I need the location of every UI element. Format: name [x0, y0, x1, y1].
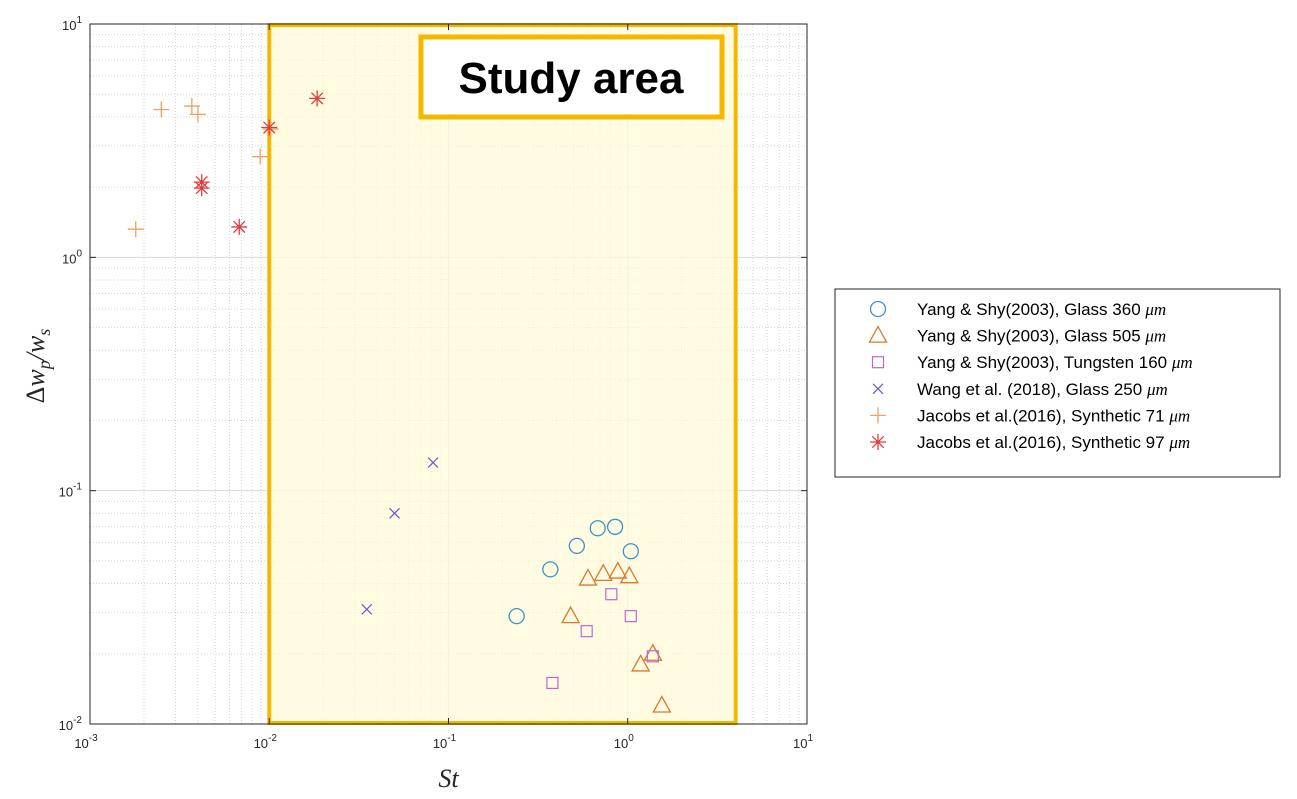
legend-marker-circle: [869, 300, 887, 318]
data-point-asterisk: [261, 119, 278, 136]
series-5: [127, 98, 279, 238]
series-6: [193, 90, 326, 235]
legend: Yang & Shy(2003), Glass 360 μm Yang & Shy…: [834, 288, 1281, 478]
legend-entry: Wang et al. (2018), Glass 250 μm: [872, 380, 1168, 399]
x-tick-label: 10-1: [433, 733, 457, 751]
legend-label: Wang et al. (2018), Glass 250 μm: [917, 380, 1168, 399]
data-point-triangle: [578, 568, 598, 586]
x-axis-label: St: [438, 764, 459, 793]
data-point-plus: [183, 98, 200, 115]
series-4: [361, 457, 439, 615]
y-tick-label: 10-2: [59, 715, 83, 733]
data-point-square: [605, 588, 618, 601]
study-area-region: [267, 23, 738, 725]
data-point-circle: [606, 518, 624, 535]
series-3: [546, 588, 659, 690]
y-axis-label-delta: Δ: [21, 387, 50, 404]
data-markers: [127, 90, 672, 713]
data-point-triangle: [561, 605, 581, 624]
legend-marker-plus: [870, 407, 886, 424]
legend-label: Yang & Shy(2003), Tungsten 160 μm: [917, 353, 1193, 372]
x-tick-label: 10-2: [254, 733, 278, 751]
legend-label: Yang & Shy(2003), Glass 505 μm: [917, 327, 1166, 346]
data-point-square: [624, 610, 637, 623]
data-point-circle: [542, 561, 559, 578]
data-point-circle: [568, 537, 585, 555]
x-tick-label: 101: [793, 733, 813, 751]
y-axis-label-sub2: s: [34, 329, 54, 336]
legend-frame: [834, 288, 1281, 478]
data-point-x: [427, 457, 439, 468]
data-point-triangle: [619, 565, 639, 584]
legend-label: Jacobs et al.(2016), Synthetic 71 μm: [917, 406, 1190, 425]
study-area-label-box: Study area: [418, 34, 725, 120]
data-point-asterisk: [193, 180, 210, 197]
data-point-circle: [508, 607, 525, 625]
x-tick-label: 100: [614, 733, 634, 751]
data-point-plus: [252, 148, 269, 165]
y-tick-label: 100: [62, 248, 82, 266]
legend-entry: Jacobs et al.(2016), Synthetic 71 μm: [870, 406, 1190, 425]
y-tick-label: 101: [62, 15, 82, 33]
legend-marker-square: [871, 356, 885, 369]
legend-entry: Yang & Shy(2003), Glass 505 μm: [868, 325, 1166, 346]
y-axis-label-w1: w: [21, 369, 50, 387]
y-axis-label-w2: w: [21, 335, 50, 353]
study-area-label-frame: [418, 34, 725, 120]
data-point-circle: [622, 543, 639, 560]
x-tick-label: 10-3: [74, 733, 98, 751]
data-point-square: [580, 625, 593, 638]
data-point-circle: [589, 520, 606, 537]
data-point-triangle: [608, 561, 628, 579]
series-2: [561, 561, 672, 713]
legend-marker-asterisk: [870, 434, 886, 450]
data-point-asterisk: [231, 218, 248, 235]
y-tick-label: 10-1: [59, 482, 83, 500]
series-1: [508, 518, 639, 625]
legend-entry: Yang & Shy(2003), Glass 360 μm: [869, 300, 1166, 319]
data-point-plus: [189, 106, 206, 123]
data-point-x: [361, 603, 373, 615]
data-point-triangle: [643, 643, 663, 661]
data-point-plus: [127, 221, 144, 238]
data-point-plus: [153, 101, 170, 118]
legend-marker-triangle: [868, 325, 888, 343]
legend-entry: Yang & Shy(2003), Tungsten 160 μm: [871, 353, 1193, 372]
y-axis-label: Δwp/ws: [21, 329, 54, 404]
legend-label: Yang & Shy(2003), Glass 360 μm: [917, 300, 1166, 319]
data-point-triangle: [652, 695, 672, 713]
y-axis-label-slash: /: [21, 350, 50, 362]
data-point-square: [546, 676, 559, 690]
data-point-square: [646, 650, 659, 663]
legend-label: Jacobs et al.(2016), Synthetic 97 μm: [917, 433, 1190, 452]
study-area-label: Study area: [459, 54, 685, 103]
data-point-triangle: [631, 654, 651, 672]
data-point-x: [389, 507, 400, 519]
data-point-triangle: [593, 563, 613, 582]
y-axis-label-sub1: p: [34, 360, 54, 371]
data-point-asterisk: [309, 90, 326, 107]
legend-entry: Jacobs et al.(2016), Synthetic 97 μm: [870, 433, 1190, 452]
legend-marker-x: [872, 383, 884, 395]
